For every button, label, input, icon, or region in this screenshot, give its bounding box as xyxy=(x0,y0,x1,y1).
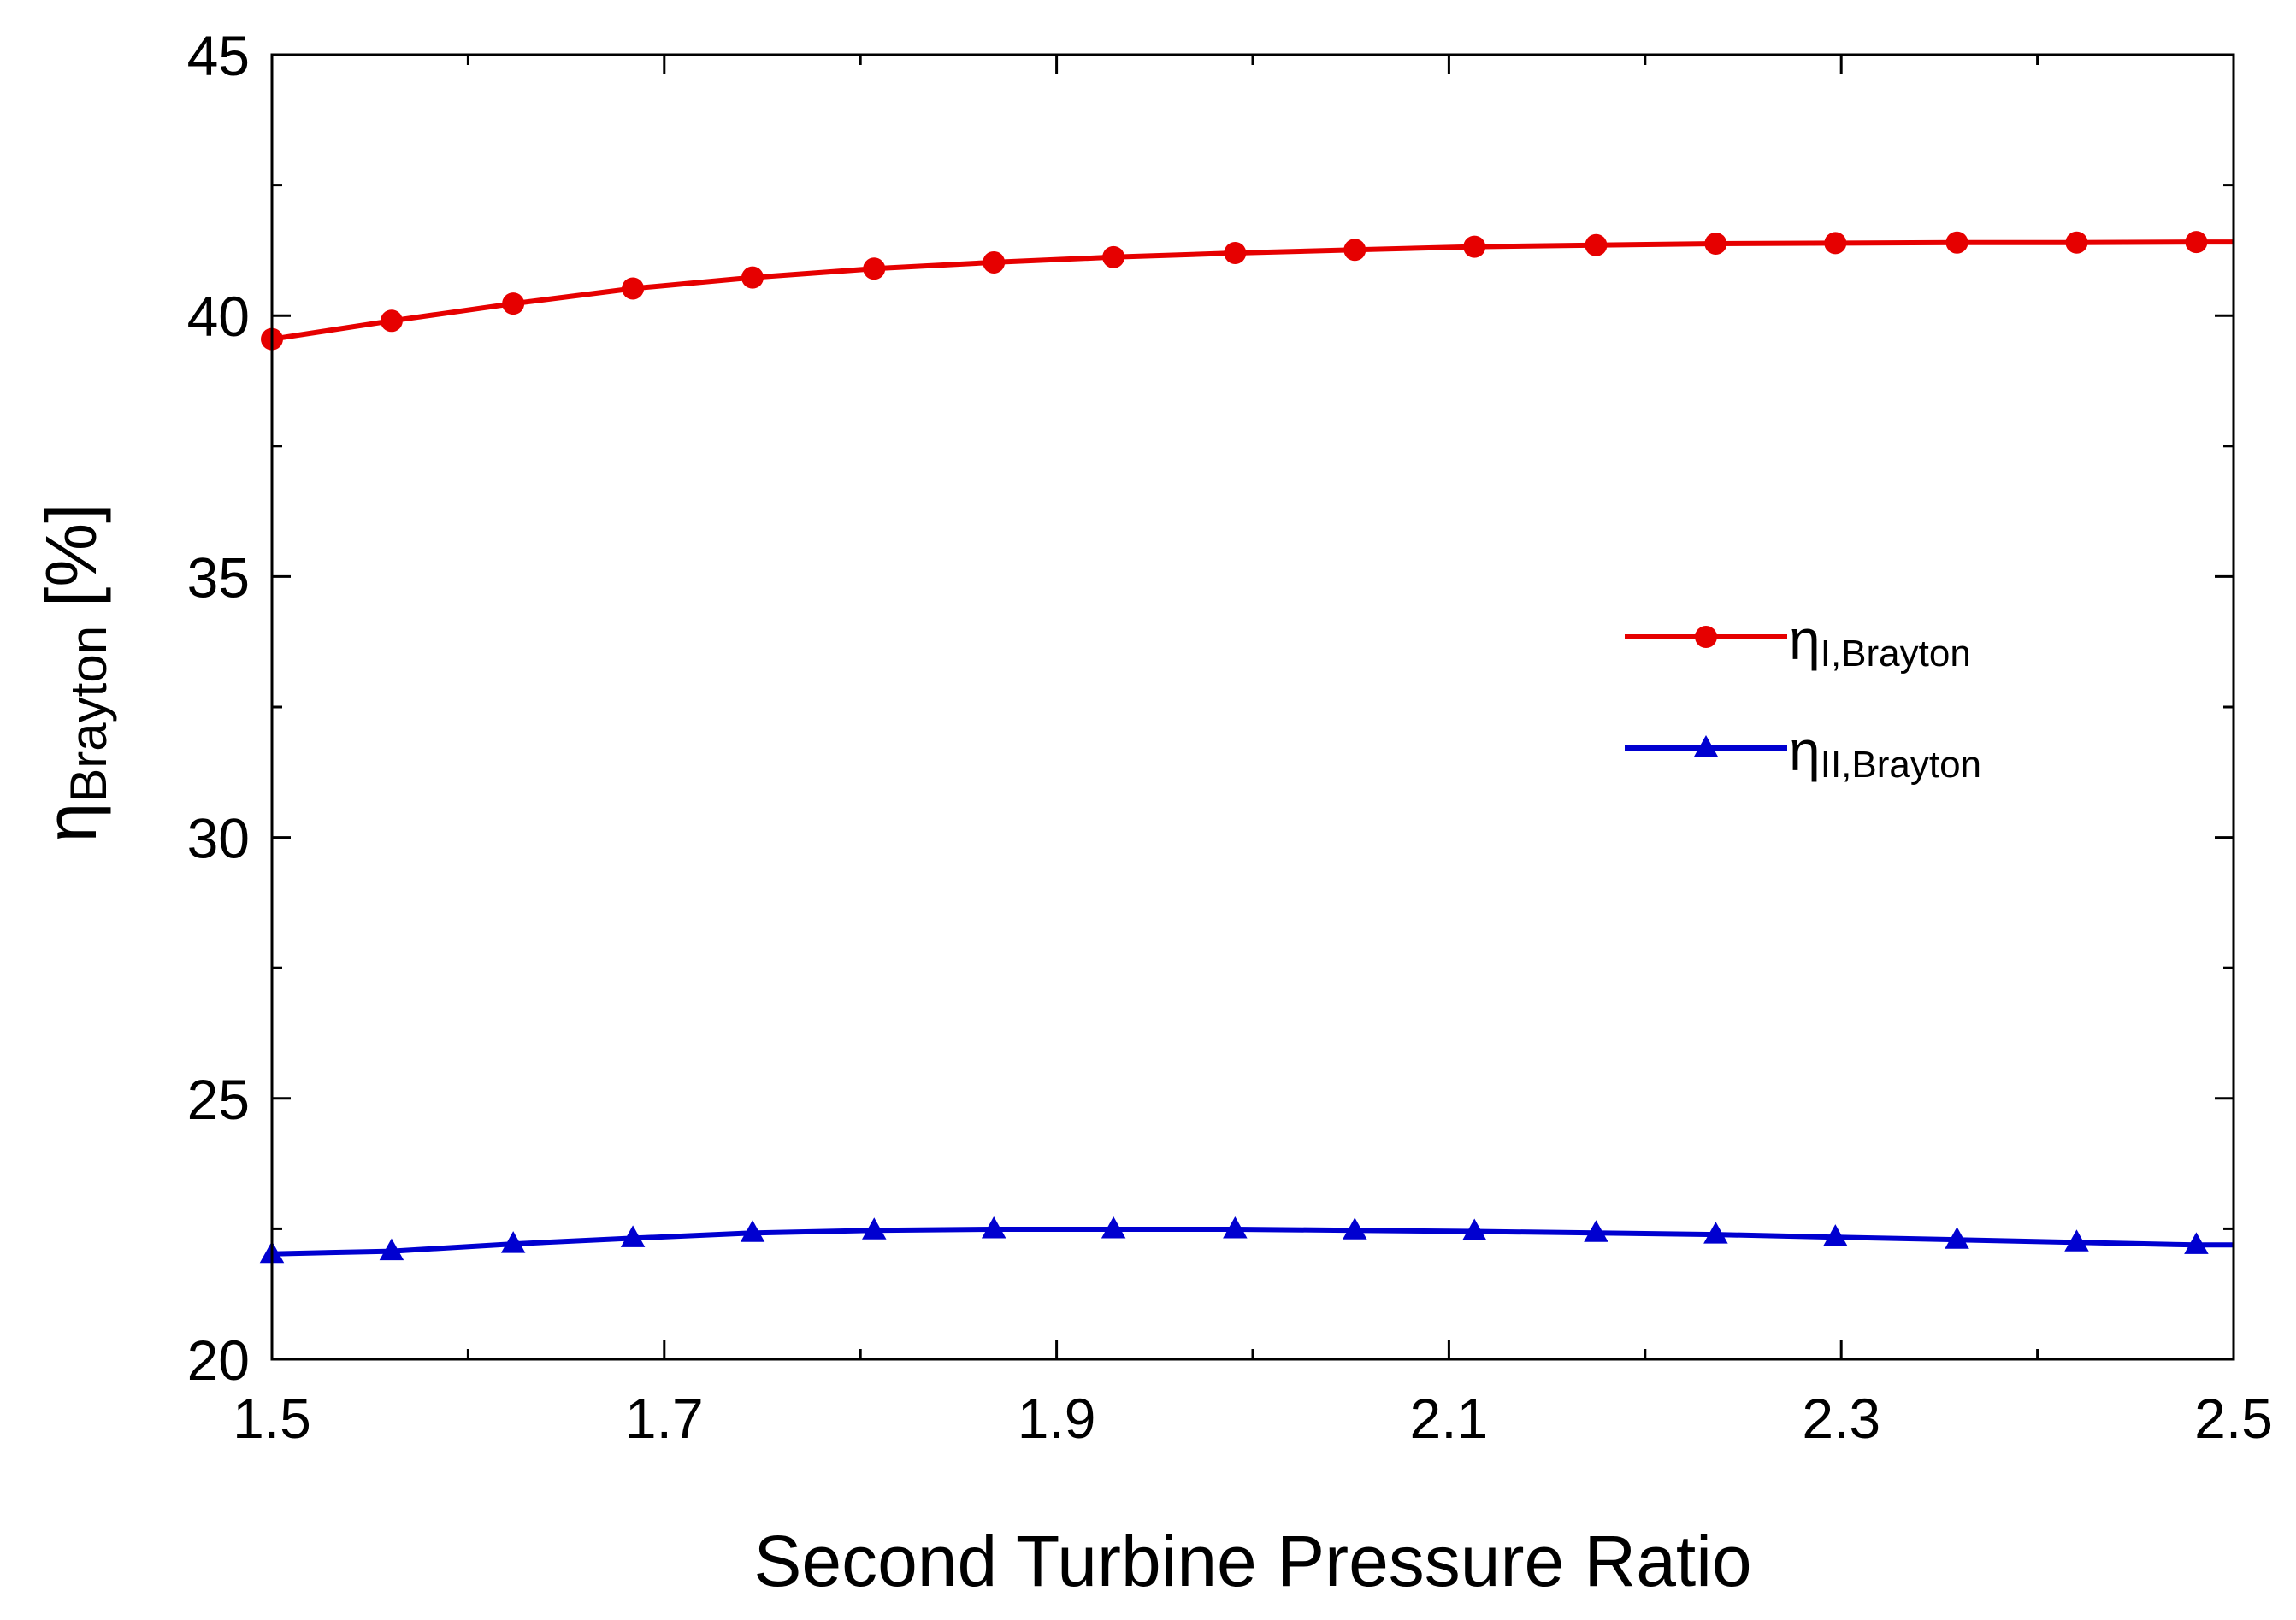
data-point-1 xyxy=(1585,233,1608,256)
data-point-1 xyxy=(741,266,764,289)
series-line-1 xyxy=(271,239,2234,342)
data-point-1 xyxy=(622,277,645,300)
data-point-1 xyxy=(1704,232,1727,255)
y-tick-label: 40 xyxy=(187,285,250,348)
data-point-2 xyxy=(500,1231,526,1253)
plot-frame xyxy=(270,53,2235,1361)
series-layer xyxy=(259,231,2234,1264)
legend-label-2: ηII,Brayton xyxy=(1789,719,1981,786)
y-axis-subscript: Brayton xyxy=(60,626,117,803)
y-tick-label: 35 xyxy=(187,545,250,609)
data-point-1 xyxy=(1945,231,1968,254)
x-tick-label: 1.7 xyxy=(625,1387,704,1450)
x-tick-label: 1.5 xyxy=(233,1387,311,1450)
data-point-2 xyxy=(379,1238,404,1261)
data-point-2 xyxy=(1223,1216,1248,1239)
legend: ηI,Brayton ηII,Brayton xyxy=(1625,608,1981,786)
data-point-2 xyxy=(1343,1217,1367,1240)
data-point-1 xyxy=(1224,241,1247,264)
y-tick-label: 45 xyxy=(187,24,250,87)
data-point-1 xyxy=(1343,239,1366,262)
y-tick-label: 30 xyxy=(187,807,250,870)
legend-marker-1 xyxy=(1695,626,1717,648)
legend-marker-2 xyxy=(1693,735,1719,757)
data-point-2 xyxy=(1703,1222,1728,1244)
y-axis-title: ηBrayton [%] xyxy=(31,504,117,843)
data-point-2 xyxy=(740,1220,765,1242)
x-tick-label: 2.3 xyxy=(1802,1387,1880,1450)
data-point-1 xyxy=(380,309,403,333)
x-axis-title: Second Turbine Pressure Ratio xyxy=(753,1521,1751,1601)
data-point-2 xyxy=(2184,1232,2209,1254)
data-point-1 xyxy=(502,292,525,315)
data-point-2 xyxy=(1461,1218,1487,1240)
data-point-2 xyxy=(2064,1229,2089,1252)
data-point-1 xyxy=(863,257,886,280)
data-point-1 xyxy=(983,250,1006,274)
data-point-1 xyxy=(1463,235,1486,258)
y-tick-label: 20 xyxy=(187,1328,250,1392)
data-point-2 xyxy=(1584,1220,1608,1242)
data-point-1 xyxy=(2185,231,2208,254)
data-point-1 xyxy=(2065,231,2088,254)
x-tick-label: 2.1 xyxy=(1410,1387,1489,1450)
y-axis-symbol: η xyxy=(31,803,111,843)
data-point-2 xyxy=(1945,1227,1969,1249)
data-point-2 xyxy=(1823,1224,1848,1246)
data-point-2 xyxy=(862,1217,887,1240)
legend-label-1: ηI,Brayton xyxy=(1789,608,1971,675)
x-tick-label: 1.9 xyxy=(1018,1387,1096,1450)
data-point-1 xyxy=(1824,232,1847,255)
y-tick-label: 25 xyxy=(187,1068,250,1131)
svg-text:ηBrayton[%]: ηBrayton [%] xyxy=(31,504,117,843)
tick-labels-layer: 1.5 1.7 1.9 2.1 2.3 2.5 20 25 30 35 40 45 xyxy=(187,24,2273,1450)
data-point-2 xyxy=(981,1216,1006,1239)
data-point-2 xyxy=(1101,1216,1126,1239)
data-point-2 xyxy=(620,1225,646,1247)
x-tick-label: 2.5 xyxy=(2194,1387,2273,1450)
data-point-1 xyxy=(1102,245,1125,268)
series-line-2 xyxy=(271,1227,2234,1257)
y-axis-unit: [%] xyxy=(31,504,111,607)
